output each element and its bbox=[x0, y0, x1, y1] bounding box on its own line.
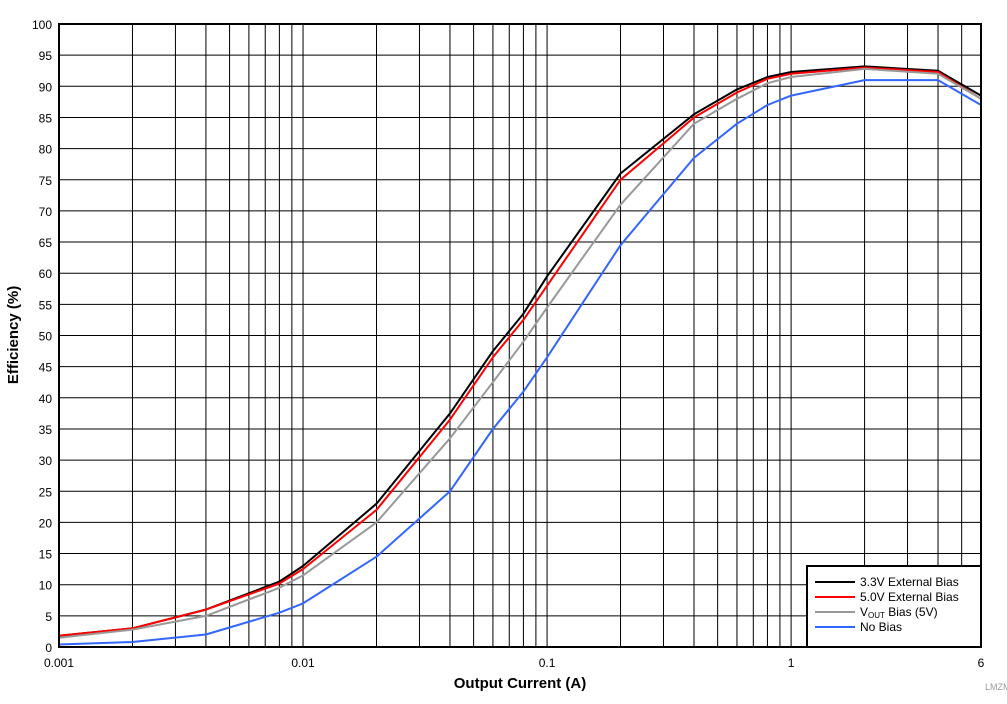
x-axis-label: Output Current (A) bbox=[454, 675, 586, 692]
y-tick-label: 95 bbox=[39, 49, 53, 63]
y-tick-label: 5 bbox=[45, 610, 52, 624]
series-line-5-0v-external-bias bbox=[58, 66, 982, 637]
x-tick-label: 0.1 bbox=[539, 656, 556, 670]
series-line-no-bias bbox=[58, 79, 982, 646]
y-tick-label: 10 bbox=[39, 579, 53, 593]
legend-entry: 3.3V External Bias bbox=[860, 575, 959, 589]
x-tick-label: 0.01 bbox=[291, 656, 315, 670]
legend-box bbox=[806, 565, 982, 648]
grid bbox=[58, 23, 982, 648]
y-tick-label: 40 bbox=[39, 392, 53, 406]
x-tick-label: 0.001 bbox=[44, 656, 74, 670]
tick-labels: 0510152025303540455055606570758085909510… bbox=[32, 18, 985, 670]
y-tick-label: 70 bbox=[39, 205, 53, 219]
y-tick-label: 85 bbox=[39, 111, 53, 125]
x-tick-label: 6 bbox=[978, 656, 985, 670]
series-line-3-3v-external-bias bbox=[58, 65, 982, 637]
y-tick-label: 15 bbox=[39, 548, 53, 562]
series-line-vout-bias-5v- bbox=[58, 67, 982, 639]
y-tick-label: 25 bbox=[39, 485, 53, 499]
watermark: LMZM bbox=[985, 682, 1007, 692]
y-tick-label: 30 bbox=[39, 454, 53, 468]
series-lines bbox=[58, 65, 982, 646]
x-tick-label: 1 bbox=[788, 656, 795, 670]
y-tick-label: 60 bbox=[39, 267, 53, 281]
y-tick-label: 65 bbox=[39, 236, 53, 250]
y-axis-label: Efficiency (%) bbox=[5, 286, 22, 384]
legend-entry: No Bias bbox=[860, 620, 902, 634]
y-tick-label: 50 bbox=[39, 330, 53, 344]
y-tick-label: 100 bbox=[32, 18, 52, 32]
y-tick-label: 75 bbox=[39, 174, 53, 188]
plot-frame bbox=[58, 23, 982, 648]
legend-entry: VOUT Bias (5V) bbox=[860, 605, 938, 620]
y-tick-label: 20 bbox=[39, 516, 53, 530]
y-tick-label: 35 bbox=[39, 423, 53, 437]
y-tick-label: 0 bbox=[45, 641, 52, 655]
legend-entry: 5.0V External Bias bbox=[860, 590, 959, 604]
y-tick-label: 45 bbox=[39, 361, 53, 375]
y-tick-label: 80 bbox=[39, 143, 53, 157]
y-tick-label: 55 bbox=[39, 298, 53, 312]
y-tick-label: 90 bbox=[39, 80, 53, 94]
